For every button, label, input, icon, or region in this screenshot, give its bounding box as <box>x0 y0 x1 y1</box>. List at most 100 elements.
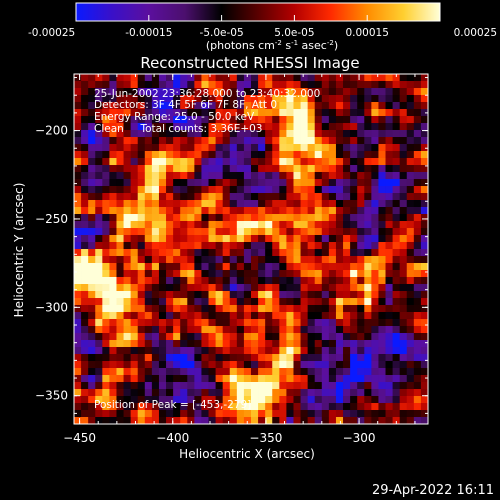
heatmap-cell <box>194 172 202 180</box>
heatmap-cell <box>222 396 231 404</box>
heatmap-cell <box>102 116 110 124</box>
heatmap-cell <box>364 102 372 110</box>
heatmap-cell <box>406 270 415 278</box>
heatmap-cell <box>88 109 96 117</box>
heatmap-cell <box>279 410 287 418</box>
heatmap-cell <box>343 116 351 124</box>
heatmap-cell <box>314 249 323 257</box>
heatmap-cell <box>357 221 365 229</box>
heatmap-cell <box>357 347 365 355</box>
heatmap-cell <box>243 228 252 236</box>
heatmap-cell <box>243 242 252 250</box>
heatmap-cell <box>258 81 266 89</box>
heatmap-cell <box>357 179 365 187</box>
heatmap-cell <box>258 116 266 124</box>
heatmap-cell <box>88 361 96 369</box>
heatmap-cell <box>279 361 287 369</box>
y-tick-label: −300 <box>35 300 68 314</box>
heatmap-cell <box>321 179 330 187</box>
heatmap-cell <box>399 186 408 194</box>
heatmap-cell <box>265 123 273 131</box>
heatmap-cell <box>194 263 202 271</box>
heatmap-cell <box>215 375 224 383</box>
heatmap-cell <box>406 389 415 397</box>
colorbar-tick-label: 5.0e-05 <box>274 27 314 39</box>
heatmap-cell <box>173 109 181 117</box>
heatmap-cell <box>215 165 224 173</box>
heatmap-cell <box>300 340 309 348</box>
heatmap-cell <box>74 333 82 341</box>
heatmap-cell <box>144 298 153 306</box>
heatmap-cell <box>215 291 224 299</box>
heatmap-cell <box>116 207 124 215</box>
heatmap-cell <box>420 88 429 96</box>
heatmap-cell <box>95 109 103 117</box>
heatmap-cell <box>286 137 294 145</box>
heatmap-cell <box>166 123 174 131</box>
heatmap-cell <box>420 333 429 341</box>
heatmap-cell <box>350 319 358 327</box>
heatmap-cell <box>166 242 174 250</box>
heatmap-cell <box>201 347 209 355</box>
heatmap-cell <box>420 312 429 320</box>
heatmap-cell <box>130 221 139 229</box>
heatmap-cell <box>420 193 429 201</box>
heatmap-cell <box>95 368 103 376</box>
heatmap-cell <box>229 340 238 348</box>
heatmap-cell <box>137 298 146 306</box>
heatmap-cell <box>265 172 273 180</box>
heatmap-cell <box>144 165 153 173</box>
heatmap-cell <box>130 291 139 299</box>
heatmap-cell <box>350 361 358 369</box>
heatmap-cell <box>74 354 82 362</box>
heatmap-cell <box>272 319 280 327</box>
heatmap-cell <box>116 270 124 278</box>
heatmap-cell <box>74 312 82 320</box>
heatmap-cell <box>258 305 266 313</box>
heatmap-cell <box>378 249 386 257</box>
heatmap-cell <box>144 396 153 404</box>
heatmap-cell <box>137 74 146 82</box>
heatmap-cell <box>286 207 294 215</box>
heatmap-cell <box>123 375 132 383</box>
heatmap-cell <box>314 144 323 152</box>
heatmap-cell <box>300 207 309 215</box>
heatmap-cell <box>208 284 216 292</box>
heatmap-cell <box>144 88 153 96</box>
heatmap-cell <box>243 130 252 138</box>
heatmap-cell <box>300 361 309 369</box>
heatmap-cell <box>265 333 273 341</box>
heatmap-cell <box>88 375 96 383</box>
heatmap-cell <box>392 102 401 110</box>
heatmap-cell <box>385 158 393 166</box>
heatmap-cell <box>222 200 231 208</box>
heatmap-cell <box>109 417 117 425</box>
heatmap-cell <box>102 123 110 131</box>
heatmap-cell <box>399 207 408 215</box>
heatmap-cell <box>173 389 181 397</box>
heatmap-cell <box>243 417 252 425</box>
heatmap-cell <box>378 403 386 411</box>
heatmap-cell <box>272 326 280 334</box>
heatmap-cell <box>243 186 252 194</box>
heatmap-cell <box>300 102 309 110</box>
heatmap-cell <box>229 389 238 397</box>
heatmap-cell <box>314 291 323 299</box>
heatmap-cell <box>158 200 167 208</box>
heatmap-cell <box>81 186 89 194</box>
heatmap-cell <box>300 74 309 82</box>
heatmap-cell <box>300 354 309 362</box>
heatmap-cell <box>286 193 294 201</box>
chart-title: Reconstructed RHESSI Image <box>140 54 359 72</box>
heatmap-cell <box>272 277 280 285</box>
heatmap-cell <box>378 319 386 327</box>
heatmap-cell <box>314 88 323 96</box>
heatmap-cell <box>88 263 96 271</box>
heatmap-cell <box>399 200 408 208</box>
heatmap-cell <box>123 130 132 138</box>
heatmap-cell <box>314 95 323 103</box>
heatmap-cell <box>272 158 280 166</box>
heatmap-cell <box>236 130 245 138</box>
heatmap-cell <box>399 256 408 264</box>
heatmap-cell <box>130 144 139 152</box>
